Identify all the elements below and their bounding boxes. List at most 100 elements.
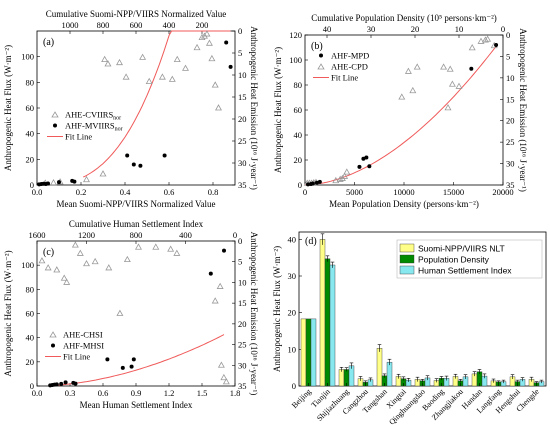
x2-tick-label: 1600 [29,230,46,240]
x2-tick-label: 10 [455,24,464,34]
x2-tick-label: 30 [367,24,376,34]
open-point [134,243,142,250]
y-tick-label: 0 [292,381,296,391]
legend-label-fit: Fit Line [63,352,90,362]
filled-point [46,181,50,186]
open-point [205,39,213,46]
y-tick-label: 120 [289,30,302,40]
open-point [83,175,90,183]
x-tick-label: 0.4 [120,187,131,197]
x-tick-label: 0 [303,187,307,197]
y2-tick-label: 30 [506,159,515,169]
y2-tick-label: 15 [238,92,247,102]
y-tick-label: 80 [294,80,303,90]
y2-tick-label: 20 [238,114,247,124]
open-point [211,297,219,304]
x2-tick-label: 20 [411,24,420,34]
y2-tick-label: 25 [238,136,247,146]
y2-tick-label: 35 [238,381,247,391]
x2-tick-label: 800 [130,230,143,240]
y-tick-label: 10 [288,344,297,354]
open-point [139,53,147,60]
y-tick-label: 20 [26,154,35,164]
open-point [398,93,406,100]
panel-label: (b) [311,41,323,52]
legend-open-marker [49,331,57,338]
x-tick-label: 0.6 [98,388,109,398]
open-point [413,63,421,70]
filled-point [73,381,78,386]
filled-point [138,163,143,168]
open-point [122,73,130,80]
x-tick-label: 0.3 [65,388,76,398]
y2-tick-label: 35 [506,180,515,190]
x2-tick-label: 1200 [78,230,95,240]
x2-tick-label: 200 [196,20,209,30]
x2-tick-label: 0 [233,230,237,240]
panel-label: (a) [43,37,54,48]
x-tick-label: 0.8 [208,187,219,197]
y2-tick-label: 25 [238,340,247,350]
open-point [83,259,90,267]
y-tick-label: 100 [21,260,34,270]
legend-swatch [399,243,415,253]
open-point [444,104,452,111]
open-point [101,55,109,62]
bar [329,264,336,387]
y-tick-label: 40 [288,234,297,244]
open-point [468,44,476,51]
x-tick-label: 0.0 [32,388,43,398]
open-point [336,175,344,182]
y2-tick-label: 15 [238,298,247,308]
open-point [448,80,456,87]
open-point [38,257,46,264]
bar [338,369,345,387]
legend-swatch [399,265,415,275]
filled-point [54,382,59,387]
legend-label: Suomi-NPP/VIIRS NLT [418,244,505,254]
filled-point [469,66,474,71]
y-tick-label: 80 [26,77,35,87]
x-tick-label: 0.0 [32,187,43,197]
legend-label-filled: AHF-MPD [331,51,369,61]
filled-point [208,271,213,276]
y2-tick-label: 0 [238,236,242,246]
y-tick-label: 80 [26,284,35,294]
legend-label: Population Density [418,255,490,265]
open-point [216,282,224,289]
x-tick-label: 1.2 [164,388,175,398]
y-tick-label: 60 [26,103,35,113]
y2-tick-label: 10 [238,277,247,287]
x2-axis-label: Cumulative Population Density (10⁵ perso… [311,13,497,23]
filled-point [105,357,110,362]
y2-tick-label: 25 [506,137,515,147]
y-axis-label: Anthropogenic Heat Flux (W·m⁻²) [273,47,283,173]
open-point [477,37,485,44]
fit-line [82,30,231,178]
filled-point [228,64,233,69]
panel-label: (c) [43,247,54,258]
open-point [44,264,52,271]
x-tick-label: 0.2 [76,187,87,197]
open-point [116,309,124,316]
y-axis-label: Anthropogenic Heat Flux (W·m⁻²) [3,250,13,376]
open-point [91,257,99,265]
bar [386,361,393,387]
x-tick-label: 15000 [443,187,464,197]
x-axis-label: Mean Population Density (persons·km⁻²) [329,199,479,209]
filled-point [72,179,77,184]
open-point [168,75,176,82]
y-tick-label: 20 [26,357,35,367]
open-point [71,241,79,248]
open-point [215,104,222,111]
x-axis-label: Mean Human Settlement Index [80,400,193,410]
legend-label-filled: AHF-MHSI [63,341,104,351]
open-point [193,43,201,51]
legend-filled-marker [319,53,323,58]
legend-open-marker [51,111,59,118]
open-point [332,176,340,184]
open-point [63,278,71,285]
legend-label-open: AHE-CPD [331,62,368,72]
